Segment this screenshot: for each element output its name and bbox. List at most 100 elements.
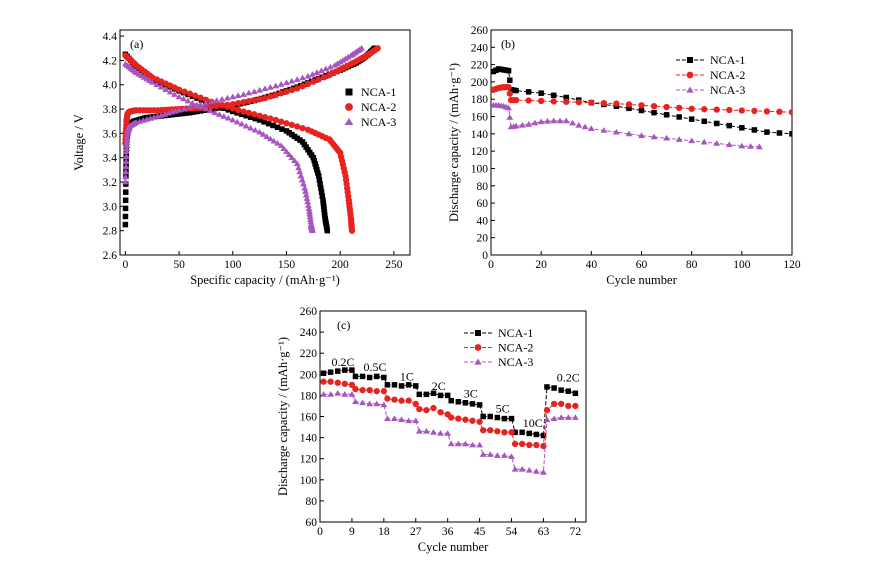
- data-point: [373, 373, 380, 380]
- data-point: [122, 205, 129, 212]
- data-point: [494, 414, 501, 421]
- data-point: [626, 105, 632, 112]
- data-point: [462, 416, 469, 423]
- data-point: [381, 374, 387, 381]
- data-point: [575, 99, 582, 106]
- data-point: [751, 127, 758, 133]
- x-tick-label: 60: [636, 259, 648, 271]
- x-tick-label: 63: [538, 526, 550, 538]
- data-point: [251, 126, 259, 133]
- data-point: [321, 209, 328, 216]
- series-line: [323, 369, 576, 437]
- plot-frame: [119, 29, 411, 256]
- data-point: [700, 138, 708, 145]
- x-tick-label: 150: [278, 259, 296, 271]
- legend-label: NCA-3: [710, 83, 745, 97]
- data-point: [556, 117, 564, 124]
- data-point: [279, 126, 285, 132]
- data-point: [175, 107, 183, 113]
- data-point: [315, 170, 321, 176]
- data-point: [550, 92, 557, 99]
- y-tick-label: 2.8: [103, 226, 118, 238]
- y-tick-label: 4.0: [103, 80, 118, 92]
- data-point: [448, 397, 454, 404]
- y-tick-label: 160: [300, 412, 318, 424]
- data-point: [550, 117, 558, 124]
- data-point: [461, 440, 469, 447]
- data-point: [600, 99, 608, 107]
- data-point: [122, 168, 130, 175]
- data-point: [448, 414, 455, 421]
- data-point: [366, 386, 373, 394]
- data-point: [304, 72, 312, 79]
- y-tick-label: 3.6: [103, 128, 118, 140]
- data-point: [294, 85, 301, 92]
- data-point: [320, 203, 327, 210]
- data-point: [416, 391, 423, 398]
- x-axis-label: Specific capacity / (mAh·g⁻¹): [190, 273, 340, 287]
- data-point: [270, 122, 276, 129]
- data-point: [259, 131, 267, 137]
- data-point: [540, 432, 547, 439]
- data-point: [267, 115, 274, 122]
- data-point: [422, 428, 430, 434]
- y-tick-label: 40: [477, 215, 489, 227]
- plot-frame: [490, 29, 793, 256]
- data-point: [506, 114, 514, 120]
- data-point: [479, 427, 487, 434]
- series-nca-2: [122, 45, 381, 234]
- data-point: [245, 97, 253, 105]
- data-point: [751, 107, 758, 115]
- data-point: [505, 104, 512, 111]
- data-point: [525, 89, 532, 95]
- data-point: [588, 99, 595, 106]
- data-point: [256, 117, 263, 123]
- data-point: [291, 157, 298, 164]
- data-point: [283, 79, 290, 86]
- y-tick-label: 200: [300, 369, 318, 381]
- legend-marker: [475, 330, 481, 336]
- data-point: [326, 63, 334, 70]
- legend-marker: [474, 358, 482, 365]
- data-point: [501, 429, 508, 436]
- data-point: [175, 93, 183, 100]
- data-point: [252, 115, 258, 122]
- chart-panel-b: 0 20 40 60 80 100 120 0 20 40 60 80 100 120 140 160 180 2…: [447, 25, 801, 287]
- data-point: [565, 402, 572, 410]
- y-tick-label: 200: [471, 77, 489, 89]
- data-point: [293, 76, 301, 82]
- data-point: [242, 122, 250, 129]
- data-point: [234, 92, 242, 99]
- data-point: [437, 430, 445, 436]
- data-point: [211, 109, 219, 116]
- y-tick-label: 4.4: [103, 31, 118, 43]
- x-tick-label: 0: [122, 259, 128, 271]
- data-point: [162, 86, 170, 92]
- data-point: [123, 142, 131, 148]
- panel-label: (a): [130, 37, 143, 51]
- data-point: [186, 90, 193, 97]
- data-point: [288, 154, 296, 161]
- data-point: [283, 120, 290, 127]
- x-tick-label: 40: [586, 259, 598, 271]
- data-point: [600, 127, 608, 133]
- data-point: [550, 400, 558, 407]
- data-point: [342, 367, 348, 373]
- data-point: [251, 96, 258, 104]
- data-point: [519, 429, 525, 436]
- data-point: [571, 414, 579, 420]
- data-point: [176, 111, 182, 117]
- data-point: [320, 197, 326, 204]
- y-tick-label: 140: [471, 129, 489, 141]
- legend-label: NCA-2: [710, 68, 745, 82]
- data-point: [525, 97, 532, 104]
- x-tick-label: 0: [488, 259, 494, 271]
- data-point: [437, 409, 444, 416]
- rate-annotation: 0.2C: [332, 355, 355, 369]
- data-point: [550, 98, 557, 105]
- series-nca-1: [122, 45, 378, 234]
- data-point: [423, 407, 430, 414]
- data-point: [676, 114, 682, 120]
- data-point: [307, 216, 314, 222]
- data-point: [391, 396, 398, 403]
